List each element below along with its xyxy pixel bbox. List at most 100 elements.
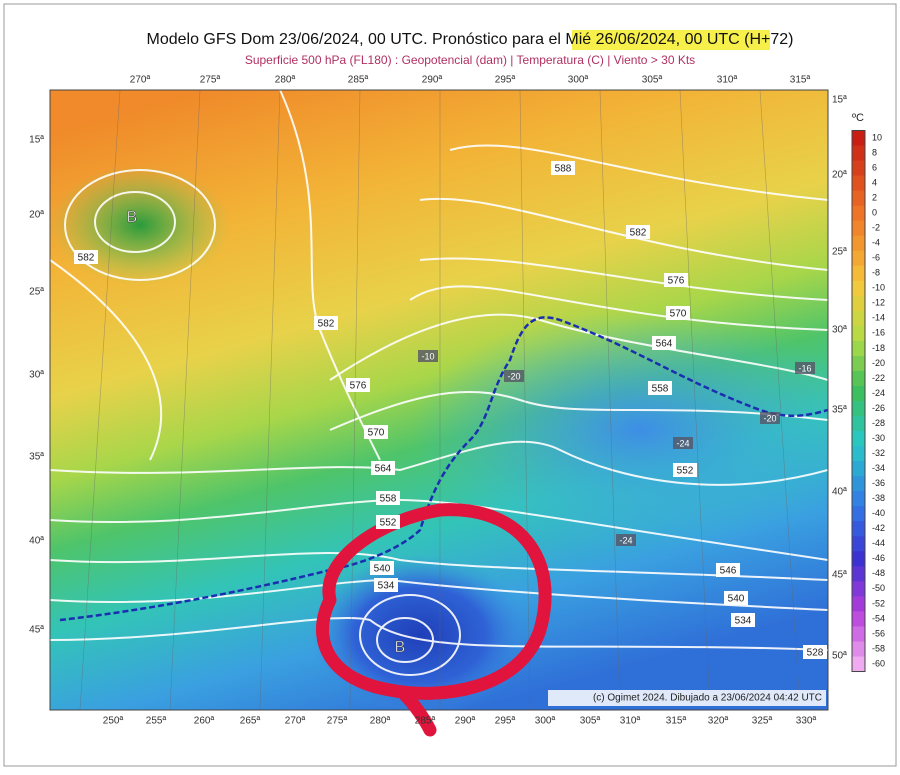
contour-label-bg bbox=[648, 381, 672, 395]
top-longitude-label: 310ª bbox=[717, 75, 738, 86]
colorbar-tick-label: -58 bbox=[872, 643, 885, 653]
left-latitude-label: 40ª bbox=[29, 536, 44, 547]
contour-label-bg bbox=[652, 336, 676, 350]
contour-label: 570 bbox=[670, 309, 687, 320]
temperature-label-bg bbox=[795, 362, 815, 374]
contour-label-bg bbox=[74, 250, 98, 264]
contour-label: 588 bbox=[555, 164, 572, 175]
colorbar-cell bbox=[852, 160, 865, 177]
colorbar-cell bbox=[852, 220, 865, 237]
credit-box bbox=[548, 690, 826, 706]
contour-label: 564 bbox=[656, 339, 673, 350]
top-longitude-label: 275ª bbox=[200, 75, 221, 86]
temperature-label: -10 bbox=[421, 351, 434, 361]
colorbar-cell bbox=[852, 506, 865, 522]
temperature-label: -24 bbox=[676, 438, 689, 448]
top-longitude-label: 300ª bbox=[568, 75, 589, 86]
colorbar-cell bbox=[852, 521, 865, 537]
colorbar-cell bbox=[852, 596, 865, 612]
credit: (c) Ogimet 2024. Dibujado a 23/06/2024 0… bbox=[593, 693, 822, 704]
colorbar-cell bbox=[852, 611, 865, 627]
contour-label: 546 bbox=[720, 566, 737, 577]
top-longitude-label: 290ª bbox=[422, 75, 443, 86]
colorbar-tick-label: 6 bbox=[872, 162, 877, 172]
colorbar-tick-label: -32 bbox=[872, 448, 885, 458]
bottom-longitude-label: 275ª bbox=[327, 716, 348, 727]
right-latitude-label: 45ª bbox=[832, 570, 847, 581]
left-latitude-label: 20ª bbox=[29, 210, 44, 221]
colorbar-tick-label: -6 bbox=[872, 253, 880, 263]
contour-label-bg bbox=[626, 225, 650, 239]
left-latitude-label: 15ª bbox=[29, 135, 44, 146]
map-border bbox=[49, 89, 829, 711]
contour-label-bg bbox=[376, 491, 400, 505]
contour-label: 564 bbox=[375, 464, 392, 475]
bottom-longitude-label: 250ª bbox=[103, 716, 124, 727]
temperature-label: -20 bbox=[507, 371, 520, 381]
contour-label-bg bbox=[724, 591, 748, 605]
colorbar-cell bbox=[852, 265, 865, 282]
contour-label-bg bbox=[731, 613, 755, 627]
temperature-label-bg bbox=[504, 370, 524, 382]
colorbar-tick-label: -40 bbox=[872, 508, 885, 518]
colorbar-cell bbox=[852, 205, 865, 222]
contour-label: 534 bbox=[735, 616, 752, 627]
colorbar-cell bbox=[852, 250, 865, 267]
subtitle: Superficie 500 hPa (FL180) : Geopotencia… bbox=[245, 53, 695, 67]
right-latitude-label: 25ª bbox=[832, 247, 847, 258]
contour-label-bg bbox=[371, 461, 395, 475]
bottom-longitude-label: 255ª bbox=[146, 716, 167, 727]
right-latitude-label: 15ª bbox=[832, 95, 847, 106]
colorbar-tick-label: -38 bbox=[872, 493, 885, 503]
top-longitude-label: 270ª bbox=[130, 75, 151, 86]
contour-label-bg bbox=[664, 273, 688, 287]
contour-label: 552 bbox=[677, 466, 694, 477]
contour-label-bg bbox=[666, 306, 690, 320]
colorbar-tick-label: -46 bbox=[872, 553, 885, 563]
contour-label: 582 bbox=[78, 253, 95, 264]
contour-label-bg bbox=[374, 578, 398, 592]
contour-label-bg bbox=[551, 161, 575, 175]
colorbar-tick-label: -28 bbox=[872, 418, 885, 428]
colorbar-tick-label: -34 bbox=[872, 463, 885, 473]
contour-label: 576 bbox=[350, 381, 367, 392]
colorbar-tick-label: -54 bbox=[872, 613, 885, 623]
temperature-label-bg bbox=[616, 534, 636, 546]
top-longitude-label: 280ª bbox=[275, 75, 296, 86]
colorbar-cell bbox=[852, 145, 865, 162]
right-latitude-label: 35ª bbox=[832, 405, 847, 416]
bottom-longitude-label: 280ª bbox=[370, 716, 391, 727]
temperature-label-bg bbox=[673, 437, 693, 449]
colorbar-tick-label: -42 bbox=[872, 523, 885, 533]
colorbar-cell bbox=[852, 295, 865, 312]
colorbar-cell bbox=[852, 235, 865, 252]
colorbar-tick-label: -48 bbox=[872, 568, 885, 578]
contour-label: 570 bbox=[368, 428, 385, 439]
contour-label: 558 bbox=[652, 384, 669, 395]
colorbar-tick-label: 0 bbox=[872, 208, 877, 218]
colorbar-cell bbox=[852, 491, 865, 507]
left-latitude-label: 30ª bbox=[29, 370, 44, 381]
temperature-label-bg bbox=[760, 412, 780, 424]
colorbar-cell bbox=[852, 416, 865, 432]
colorbar-unit: ºC bbox=[852, 112, 864, 124]
bottom-longitude-label: 295ª bbox=[495, 716, 516, 727]
left-latitude-label: 35ª bbox=[29, 452, 44, 463]
title-highlight-bg bbox=[572, 30, 770, 50]
colorbar-tick-label: -4 bbox=[872, 238, 880, 248]
contour-label-bg bbox=[673, 463, 697, 477]
colorbar-tick-label: -8 bbox=[872, 268, 880, 278]
right-latitude-label: 40ª bbox=[832, 487, 847, 498]
colorbar-cell bbox=[852, 401, 865, 417]
colorbar-cell bbox=[852, 446, 865, 462]
colorbar-cell bbox=[852, 385, 865, 402]
colorbar-cell bbox=[852, 641, 865, 657]
temperature-label: -24 bbox=[619, 535, 632, 545]
bottom-longitude-label: 305ª bbox=[580, 716, 601, 727]
colorbar-border bbox=[851, 129, 866, 673]
colorbar-tick-label: 4 bbox=[872, 177, 877, 187]
colorbar-tick-label: -44 bbox=[872, 538, 885, 548]
right-latitude-label: 20ª bbox=[832, 170, 847, 181]
colorbar-tick-label: -52 bbox=[872, 598, 885, 608]
